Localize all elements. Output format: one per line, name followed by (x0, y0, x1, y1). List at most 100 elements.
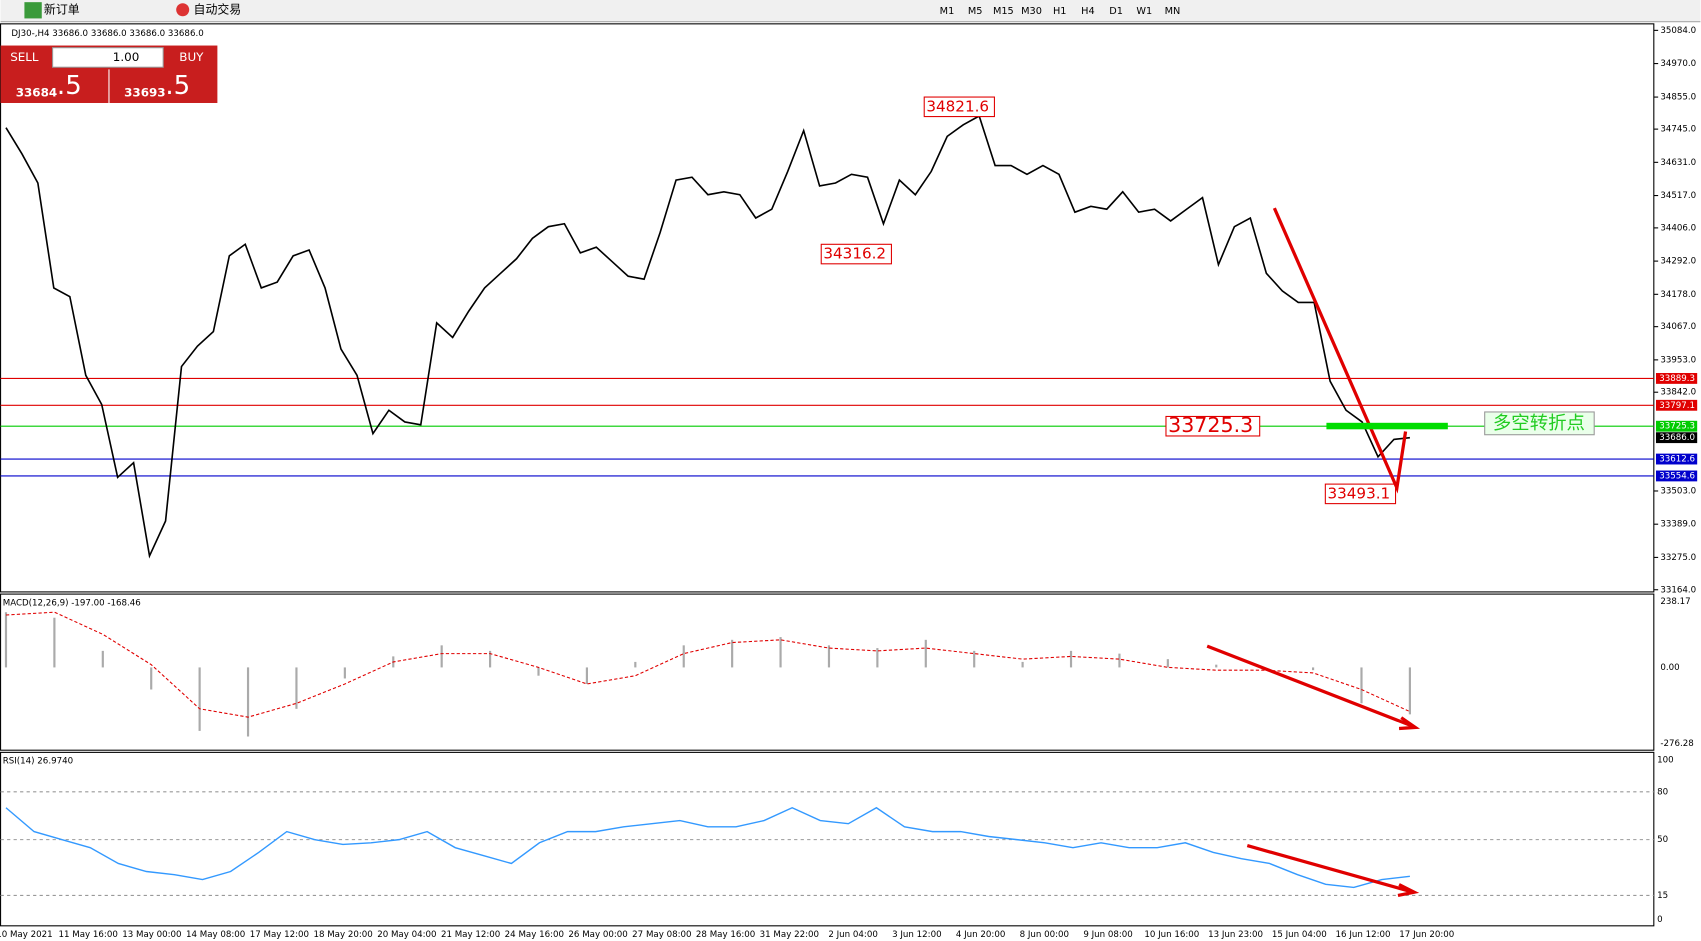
y-tick-label: 0 (1657, 915, 1663, 925)
macd-title: MACD(12,26,9) -197.00 -168.46 (3, 598, 141, 608)
timeframe[interactable]: M1 (940, 6, 955, 17)
y-tick-label: 33275.0 (1660, 553, 1696, 563)
x-tick-label: 20 May 04:00 (377, 930, 436, 940)
level-label: 33889.3 (1659, 374, 1695, 384)
chart-title: DJ30-,H4 33686.0 33686.0 33686.0 33686.0 (11, 29, 203, 39)
annotation: 34316.2 (823, 245, 886, 263)
buy-price[interactable]: 33693 (124, 86, 165, 100)
y-tick-label: 34855.0 (1660, 93, 1696, 103)
level-label: 33686.0 (1659, 433, 1695, 443)
x-tick-label: 2 Jun 04:00 (828, 930, 877, 940)
level-label: 33554.6 (1659, 471, 1695, 481)
macd-panel (0, 593, 1655, 751)
timeframe[interactable]: H4 (1081, 6, 1095, 17)
x-tick-label: 13 Jun 23:00 (1208, 930, 1263, 940)
timeframe[interactable]: W1 (1136, 6, 1152, 17)
annotation-box (1324, 483, 1397, 505)
y-tick-label: 33389.0 (1660, 520, 1696, 530)
x-tick-label: 27 May 08:00 (632, 930, 691, 940)
annotation-box (820, 243, 892, 265)
x-tick-label: 21 May 12:00 (441, 930, 500, 940)
toolbar (0, 0, 1701, 22)
sell-price[interactable]: 33684 (16, 86, 57, 100)
y-tick-label: 34178.0 (1660, 290, 1696, 300)
pivot-zone (1326, 422, 1448, 430)
x-tick-label: 26 May 00:00 (568, 930, 627, 940)
x-tick-label: 18 May 20:00 (313, 930, 372, 940)
x-tick-label: 17 Jun 20:00 (1399, 930, 1454, 940)
buy-pip[interactable]: .5 (165, 71, 190, 101)
sell-button[interactable]: SELL (10, 50, 39, 64)
y-tick-label: 238.17 (1660, 597, 1690, 607)
timeframe[interactable]: M30 (1021, 6, 1042, 17)
y-tick-label: 33503.0 (1660, 486, 1696, 496)
y-tick-label: 34745.0 (1660, 125, 1696, 135)
timeframe[interactable]: M15 (993, 6, 1014, 17)
price-line (5, 114, 1410, 559)
x-tick-label: 13 May 00:00 (122, 930, 181, 940)
level-label: 33725.3 (1659, 422, 1695, 432)
timeframe[interactable]: M5 (968, 6, 983, 17)
pivot-box (1484, 411, 1595, 436)
main-panel (0, 23, 1655, 593)
pivot-label: 多空转折点 (1493, 413, 1585, 434)
macd-signal (5, 611, 1411, 718)
x-tick-label: 11 May 16:00 (58, 930, 117, 940)
y-tick-label: 50 (1657, 835, 1668, 845)
annotation-box (923, 96, 995, 118)
annotation: 33725.3 (1168, 413, 1253, 437)
trend-arrows (1206, 207, 1421, 898)
timeframe[interactable]: H1 (1053, 6, 1067, 17)
y-tick-label: 34631.0 (1660, 158, 1696, 168)
buy-button[interactable]: BUY (179, 50, 204, 64)
lot-size[interactable]: 1.00 (113, 50, 140, 64)
x-tick-label: 28 May 16:00 (696, 930, 755, 940)
y-tick-label: 34406.0 (1660, 223, 1696, 233)
auto-trade-icon[interactable] (176, 3, 190, 17)
timeframe[interactable]: D1 (1109, 6, 1123, 17)
y-tick-label: 34970.0 (1660, 59, 1696, 69)
level-tag (1655, 420, 1698, 432)
y-tick-label: 34517.0 (1660, 191, 1696, 201)
y-tick-label: 0.00 (1660, 663, 1679, 673)
level-tag (1655, 399, 1698, 411)
y-tick-label: 80 (1657, 787, 1668, 797)
x-tick-label: 10 Jun 16:00 (1144, 930, 1199, 940)
rsi-line (5, 806, 1410, 889)
annotation-box (1165, 415, 1261, 437)
x-tick-label: 3 Jun 12:00 (892, 930, 941, 940)
level-label: 33612.6 (1659, 455, 1695, 465)
y-tick-label: 34292.0 (1660, 257, 1696, 267)
x-tick-label: 17 May 12:00 (250, 930, 309, 940)
x-tick-label: 8 Jun 00:00 (1020, 930, 1069, 940)
level-tag (1655, 373, 1698, 384)
x-tick-label: 4 Jun 20:00 (956, 930, 1005, 940)
rsi-title: RSI(14) 26.9740 (3, 757, 73, 767)
timeframe[interactable]: MN (1165, 6, 1181, 17)
y-tick-label: 100 (1657, 755, 1674, 765)
level-tag (1655, 470, 1698, 482)
x-tick-label: 15 Jun 04:00 (1272, 930, 1327, 940)
y-tick-label: 34067.0 (1660, 322, 1696, 332)
x-tick-label: 14 May 08:00 (186, 930, 245, 940)
y-tick-label: 15 (1657, 891, 1668, 901)
level-label: 33797.1 (1659, 401, 1695, 411)
sell-pip[interactable]: .5 (57, 71, 82, 101)
y-tick-label: -276.28 (1660, 739, 1693, 749)
x-tick-label: 24 May 16:00 (505, 930, 564, 940)
y-tick-label: 33842.0 (1660, 388, 1696, 398)
new-order-icon[interactable] (24, 2, 42, 19)
level-tag (1655, 453, 1698, 465)
annotation: 34821.6 (926, 97, 989, 115)
y-tick-label: 35084.0 (1660, 26, 1696, 36)
new-order[interactable]: 新订单 (44, 2, 80, 16)
annotation: 33493.1 (1328, 484, 1391, 502)
y-tick-label: 33164.0 (1660, 585, 1696, 595)
auto-trade[interactable]: 自动交易 (194, 2, 242, 16)
level-tag (1655, 432, 1698, 444)
x-tick-label: 16 Jun 12:00 (1336, 930, 1391, 940)
x-tick-label: 10 May 2021 (0, 930, 53, 940)
x-tick-label: 9 Jun 08:00 (1083, 930, 1132, 940)
y-tick-label: 33953.0 (1660, 355, 1696, 365)
